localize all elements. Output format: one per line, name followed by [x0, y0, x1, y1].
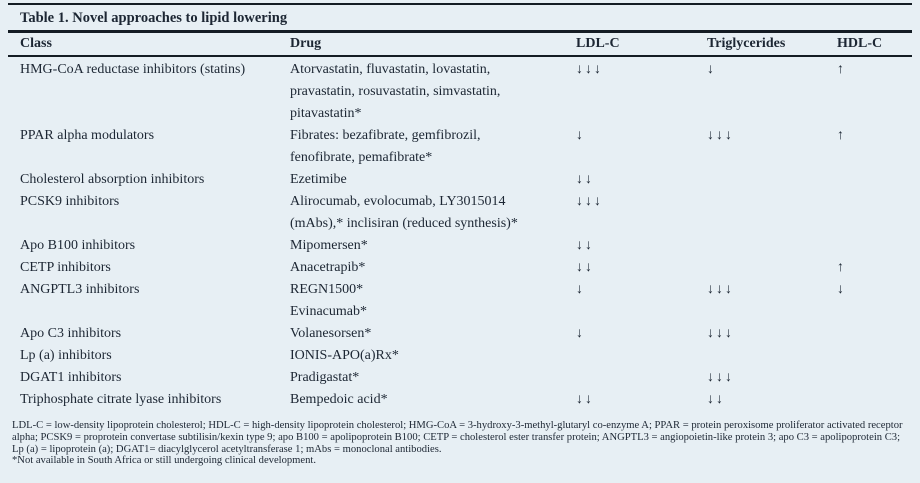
table-row: Cholesterol absorption inhibitors Ezetim…	[8, 169, 912, 191]
header-bottom-rule	[8, 55, 912, 57]
drug-line: Evinacumab*	[290, 304, 367, 319]
column-header-class: Class	[20, 36, 52, 51]
ldl-cell: ↓	[576, 128, 585, 143]
table-row: DGAT1 inhibitors Pradigastat* ↓↓↓	[8, 367, 912, 389]
table-body: HMG-CoA reductase inhibitors (statins) A…	[8, 57, 912, 411]
hdl-cell: ↓	[837, 282, 846, 297]
drug-cell: IONIS-APO(a)Rx*	[290, 345, 576, 367]
hdl-cell: ↑	[837, 128, 846, 143]
drug-line: pitavastatin*	[290, 106, 362, 121]
table-row: Lp (a) inhibitors IONIS-APO(a)Rx*	[8, 345, 912, 367]
drug-line: fenofibrate, pemafibrate*	[290, 150, 433, 165]
ldl-cell: ↓↓	[576, 260, 594, 275]
column-header-hdl: HDL-C	[837, 36, 883, 51]
triglycerides-cell: ↓↓	[707, 392, 725, 407]
table-row: PPAR alpha modulators Fibrates: bezafibr…	[8, 125, 912, 169]
drug-cell: Mipomersen*	[290, 235, 576, 257]
ldl-cell: ↓↓	[576, 238, 594, 253]
drug-line: (mAbs),* inclisiran (reduced synthesis)*	[290, 216, 518, 231]
drug-cell: Pradigastat*	[290, 367, 576, 389]
ldl-cell: ↓↓↓	[576, 62, 603, 77]
hdl-cell: ↑	[837, 62, 846, 77]
table-title: Table 1. Novel approaches to lipid lower…	[20, 10, 288, 26]
table-row: HMG-CoA reductase inhibitors (statins) A…	[8, 59, 912, 125]
table-row: Triphosphate citrate lyase inhibitors Be…	[8, 389, 912, 411]
class-cell: Lp (a) inhibitors	[20, 348, 112, 363]
triglycerides-cell: ↓↓↓	[707, 128, 734, 143]
ldl-cell: ↓↓↓	[576, 194, 603, 209]
class-cell: PPAR alpha modulators	[20, 128, 155, 143]
drug-line: Ezetimibe	[290, 172, 347, 187]
drug-line: Bempedoic acid*	[290, 392, 388, 407]
column-header-triglycerides: Triglycerides	[707, 36, 786, 51]
class-cell: ANGPTL3 inhibitors	[20, 282, 140, 297]
table-row: PCSK9 inhibitors Alirocumab, evolocumab,…	[8, 191, 912, 235]
class-cell: Triphosphate citrate lyase inhibitors	[20, 392, 222, 407]
asterisk-note: *Not available in South Africa or still …	[12, 455, 317, 467]
column-header-drug: Drug	[290, 36, 322, 51]
class-cell: CETP inhibitors	[20, 260, 111, 275]
triglycerides-cell: ↓↓↓	[707, 282, 734, 297]
top-rule	[8, 3, 912, 5]
table-row: Apo C3 inhibitors Volanesorsen* ↓ ↓↓↓	[8, 323, 912, 345]
ldl-cell: ↓	[576, 326, 585, 341]
abbreviations-note: LDL-C = low-density lipoprotein choleste…	[12, 420, 903, 455]
drug-cell: Anacetrapib*	[290, 257, 576, 279]
table-header-row: Class Drug LDL-C Triglycerides HDL-C	[8, 33, 912, 55]
drug-cell: Fibrates: bezafibrate, gemfibrozil, feno…	[290, 125, 576, 169]
table-row: ANGPTL3 inhibitors REGN1500* Evinacumab*…	[8, 279, 912, 323]
class-cell: Apo B100 inhibitors	[20, 238, 136, 253]
drug-cell: REGN1500* Evinacumab*	[290, 279, 576, 323]
drug-cell: Atorvastatin, fluvastatin, lovastatin, p…	[290, 59, 576, 125]
ldl-cell: ↓↓	[576, 392, 594, 407]
class-cell: PCSK9 inhibitors	[20, 194, 120, 209]
table-row: Apo B100 inhibitors Mipomersen* ↓↓	[8, 235, 912, 257]
class-cell: Apo C3 inhibitors	[20, 326, 122, 341]
drug-cell: Ezetimibe	[290, 169, 576, 191]
triglycerides-cell: ↓↓↓	[707, 370, 734, 385]
drug-line: Mipomersen*	[290, 238, 368, 253]
ldl-cell: ↓	[576, 282, 585, 297]
header-top-rule	[8, 30, 912, 33]
drug-cell: Volanesorsen*	[290, 323, 576, 345]
triglycerides-cell: ↓↓↓	[707, 326, 734, 341]
hdl-cell: ↑	[837, 260, 846, 275]
drug-line: IONIS-APO(a)Rx*	[290, 348, 399, 363]
triglycerides-cell: ↓	[707, 62, 716, 77]
class-cell: HMG-CoA reductase inhibitors (statins)	[20, 62, 246, 77]
class-cell: Cholesterol absorption inhibitors	[20, 172, 205, 187]
table-row: CETP inhibitors Anacetrapib* ↓↓ ↑	[8, 257, 912, 279]
drug-line: Volanesorsen*	[290, 326, 372, 341]
drug-cell: Bempedoic acid*	[290, 389, 576, 411]
drug-line: Alirocumab, evolocumab, LY3015014	[290, 194, 506, 209]
drug-line: Pradigastat*	[290, 370, 360, 385]
drug-line: Fibrates: bezafibrate, gemfibrozil,	[290, 128, 481, 143]
ldl-cell: ↓↓	[576, 172, 594, 187]
table-footnote: LDL-C = low-density lipoprotein choleste…	[0, 411, 920, 467]
class-cell: DGAT1 inhibitors	[20, 370, 122, 385]
drug-line: REGN1500*	[290, 282, 364, 297]
drug-line: pravastatin, rosuvastatin, simvastatin,	[290, 84, 501, 99]
drug-line: Atorvastatin, fluvastatin, lovastatin,	[290, 62, 491, 77]
column-header-ldl: LDL-C	[576, 36, 620, 51]
drug-cell: Alirocumab, evolocumab, LY3015014 (mAbs)…	[290, 191, 576, 235]
drug-line: Anacetrapib*	[290, 260, 366, 275]
